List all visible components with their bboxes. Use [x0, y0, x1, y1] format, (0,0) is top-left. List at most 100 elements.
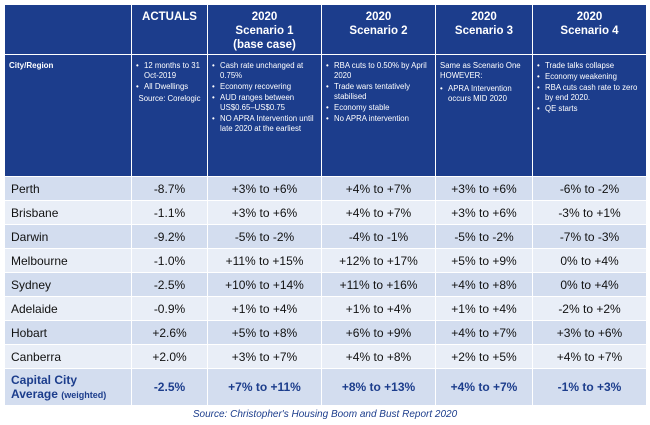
- scenario-1-value: -5% to -2%: [207, 224, 322, 249]
- city-name: Canberra: [4, 344, 132, 369]
- scenario-1-value: +5% to +8%: [207, 320, 322, 345]
- scenario-note: AUD ranges between US$0.65–US$0.75: [212, 93, 317, 113]
- scenario-3-value: +5% to +9%: [435, 248, 533, 273]
- scenario-name: Scenario 3: [454, 25, 514, 37]
- scenario-3-value: +3% to +6%: [435, 176, 533, 201]
- scenario-note: QE starts: [537, 104, 642, 114]
- table-row: Darwin -9.2% -5% to -2% -4% to -1% -5% t…: [4, 224, 647, 249]
- scenario-4-value: -6% to -2%: [532, 176, 647, 201]
- scenario-note: RBA cuts to 0.50% by April 2020: [326, 61, 431, 81]
- scenario-3-value: +2% to +5%: [435, 344, 533, 369]
- actual-value: -1.0%: [131, 248, 208, 273]
- total-label: Capital City Average (weighted): [4, 368, 132, 406]
- source-text: Source: Christopher's Housing Boom and B…: [192, 409, 458, 420]
- scenario-4-value: 0% to +4%: [532, 272, 647, 297]
- scenario-2-value: +6% to +9%: [321, 320, 436, 345]
- scenario-year: 2020: [365, 11, 392, 23]
- table-row: Melbourne -1.0% +11% to +15% +12% to +17…: [4, 248, 647, 273]
- scenario-3-value: +4% to +7%: [435, 320, 533, 345]
- scenario-note: Economy weakening: [537, 72, 642, 82]
- actual-value: -0.9%: [131, 296, 208, 321]
- scenario-1-value: +3% to +7%: [207, 344, 322, 369]
- header-actuals: ACTUALS: [131, 4, 208, 55]
- scenario-3-description: Same as Scenario One HOWEVER: APRA Inter…: [435, 54, 533, 177]
- total-row: Capital City Average (weighted) -2.5% +7…: [4, 368, 647, 406]
- table-row: Hobart +2.6% +5% to +8% +6% to +9% +4% t…: [4, 320, 647, 345]
- scenario-3-value: -5% to -2%: [435, 224, 533, 249]
- scenario-name: Scenario 2: [349, 25, 408, 37]
- scenario-1-value: +10% to +14%: [207, 272, 322, 297]
- scenario-4-value: -3% to +1%: [532, 200, 647, 225]
- housing-forecast-table: ACTUALS 2020 Scenario 1 (base case) 2020…: [4, 4, 647, 406]
- weighted-note: (weighted): [61, 389, 107, 400]
- scenario-1-value: +11% to +15%: [207, 248, 322, 273]
- scenario-note: Trade talks collapse: [537, 61, 642, 71]
- actuals-description: 12 months to 31 Oct-2019 All Dwellings S…: [131, 54, 208, 177]
- scenario-note: No APRA intervention: [326, 114, 431, 124]
- table-row: Brisbane -1.1% +3% to +6% +4% to +7% +3%…: [4, 200, 647, 225]
- city-name: Adelaide: [4, 296, 132, 321]
- scenario-year: 2020: [251, 11, 278, 23]
- scenario-4-value: -7% to -3%: [532, 224, 647, 249]
- scenario-year: 2020: [576, 11, 603, 23]
- table-row: Adelaide -0.9% +1% to +4% +1% to +4% +1%…: [4, 296, 647, 321]
- scenario-year: 2020: [471, 11, 497, 23]
- scenario-4-description: Trade talks collapse Economy weakening R…: [532, 54, 647, 177]
- total-scenario-4-value: -1% to +3%: [532, 368, 647, 406]
- scenario-1-value: +3% to +6%: [207, 176, 322, 201]
- scenario-note: APRA Intervention occurs MID 2020: [440, 84, 528, 104]
- table-row: Canberra +2.0% +3% to +7% +4% to +8% +2%…: [4, 344, 647, 369]
- scenario-note: RBA cuts cash rate to zero by end 2020.: [537, 83, 642, 103]
- scenario-1-description: Cash rate unchanged at 0.75% Economy rec…: [207, 54, 322, 177]
- scenario-name: Scenario 1: [235, 25, 294, 37]
- table-row: Sydney -2.5% +10% to +14% +11% to +16% +…: [4, 272, 647, 297]
- total-scenario-1-value: +7% to +11%: [207, 368, 322, 406]
- scenario-2-value: +4% to +7%: [321, 200, 436, 225]
- scenario-note: Cash rate unchanged at 0.75%: [212, 61, 317, 81]
- scenario-3-intro: Same as Scenario One HOWEVER:: [440, 61, 521, 80]
- actuals-source: Source: Corelogic: [138, 94, 201, 103]
- scenario-3-value: +4% to +8%: [435, 272, 533, 297]
- scenario-note: Economy recovering: [212, 82, 317, 92]
- header-scenario-3: 2020 Scenario 3: [435, 4, 533, 55]
- total-scenario-3-value: +4% to +7%: [435, 368, 533, 406]
- actual-value: +2.0%: [131, 344, 208, 369]
- scenario-note: Trade wars tentatively stabilised: [326, 82, 431, 102]
- scenario-4-value: +4% to +7%: [532, 344, 647, 369]
- actual-value: -8.7%: [131, 176, 208, 201]
- actual-value: +2.6%: [131, 320, 208, 345]
- total-label-line1: Capital City: [11, 372, 78, 387]
- city-name: Hobart: [4, 320, 132, 345]
- actuals-note: All Dwellings: [136, 82, 203, 92]
- scenario-4-value: +3% to +6%: [532, 320, 647, 345]
- scenario-3-value: +1% to +4%: [435, 296, 533, 321]
- city-name: Perth: [4, 176, 132, 201]
- scenario-2-value: +11% to +16%: [321, 272, 436, 297]
- header-scenario-1: 2020 Scenario 1 (base case): [207, 4, 322, 55]
- scenario-sub: (base case): [233, 39, 296, 51]
- source-caption: Source: Christopher's Housing Boom and B…: [0, 409, 650, 420]
- scenario-note: Economy stable: [326, 103, 431, 113]
- header-scenario-2: 2020 Scenario 2: [321, 4, 436, 55]
- scenario-2-description: RBA cuts to 0.50% by April 2020 Trade wa…: [321, 54, 436, 177]
- scenario-note: NO APRA Intervention until late 2020 at …: [212, 114, 317, 134]
- scenario-2-value: +12% to +17%: [321, 248, 436, 273]
- scenario-1-value: +3% to +6%: [207, 200, 322, 225]
- total-label-line2: Average: [11, 386, 58, 401]
- actual-value: -9.2%: [131, 224, 208, 249]
- actual-value: -2.5%: [131, 272, 208, 297]
- header-scenario-4: 2020 Scenario 4: [532, 4, 647, 55]
- region-label: City/Region: [9, 61, 54, 70]
- scenario-2-value: +4% to +8%: [321, 344, 436, 369]
- scenario-2-value: +1% to +4%: [321, 296, 436, 321]
- total-scenario-2-value: +8% to +13%: [321, 368, 436, 406]
- scenario-name: Scenario 4: [560, 25, 619, 37]
- table-row: Perth -8.7% +3% to +6% +4% to +7% +3% to…: [4, 176, 647, 201]
- forecast-table-container: ACTUALS 2020 Scenario 1 (base case) 2020…: [4, 4, 647, 406]
- actuals-note: 12 months to 31 Oct-2019: [136, 61, 203, 81]
- scenario-2-value: -4% to -1%: [321, 224, 436, 249]
- actual-value: -1.1%: [131, 200, 208, 225]
- scenario-1-value: +1% to +4%: [207, 296, 322, 321]
- header-blank-cell: [4, 4, 132, 55]
- city-name: Darwin: [4, 224, 132, 249]
